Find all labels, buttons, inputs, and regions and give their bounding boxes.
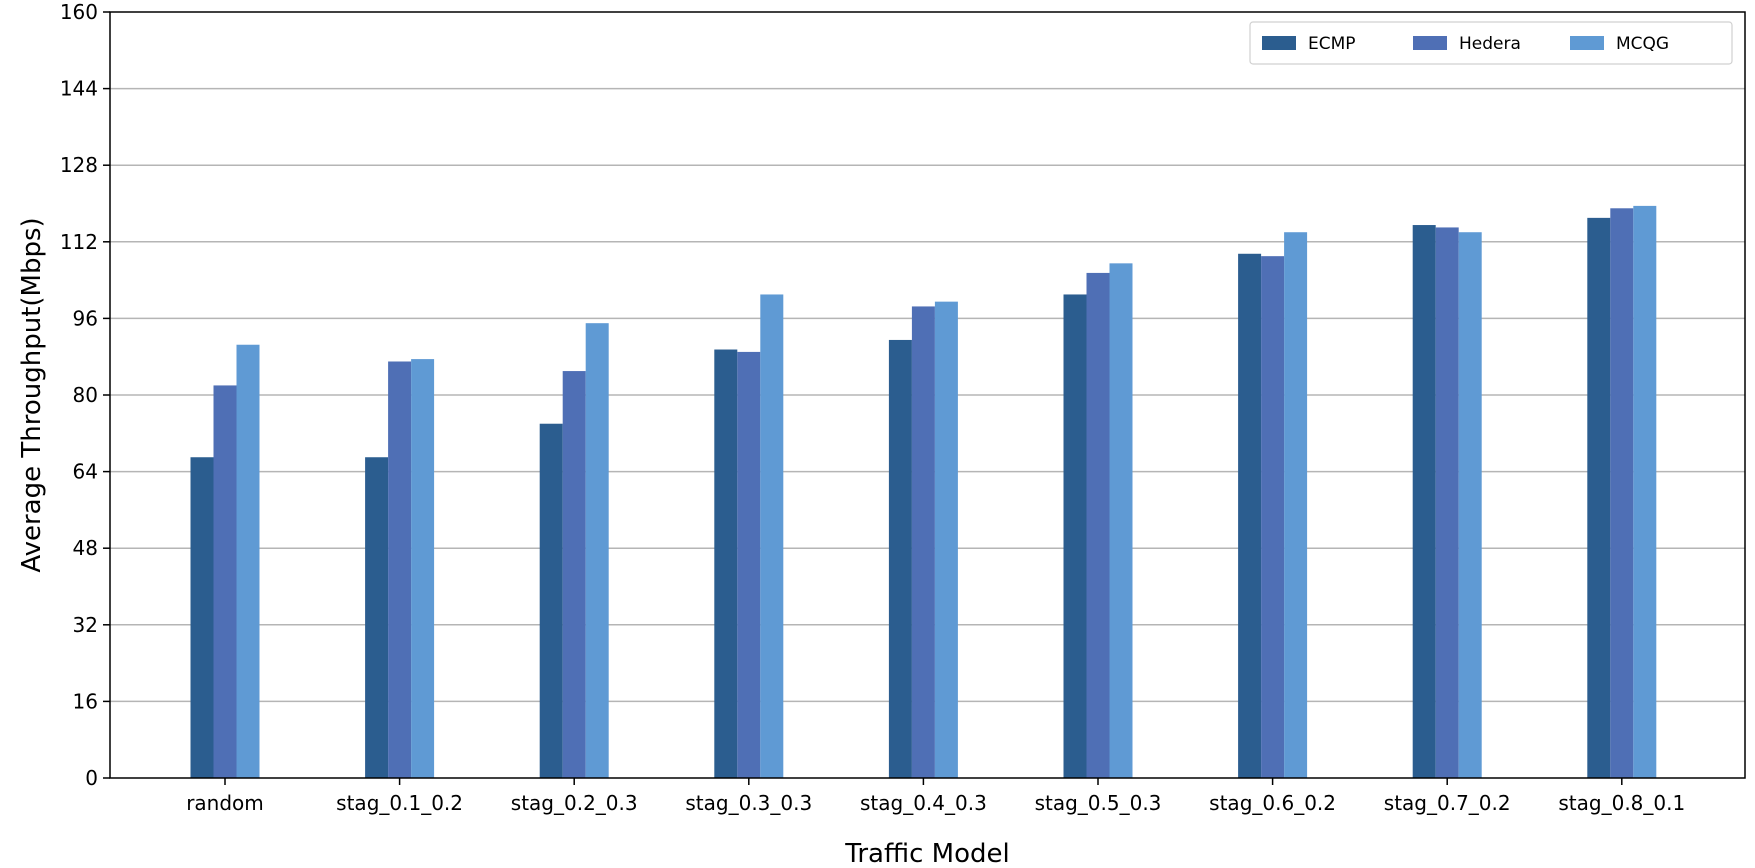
bar-ecmp-stag_0.4_0.3	[888, 339, 912, 778]
bar-hedera-stag_0.2_0.3	[562, 371, 586, 778]
x-tick-label: stag_0.8_0.1	[1558, 791, 1685, 815]
bar-ecmp-stag_0.1_0.2	[365, 457, 389, 778]
bar-hedera-stag_0.3_0.3	[737, 351, 761, 778]
bar-mcqg-random	[236, 344, 260, 778]
x-axis-title: Traffic Model	[844, 839, 1009, 868]
legend-swatch-hedera	[1413, 36, 1447, 50]
y-axis-ticks: 0 16 32 48 64 80 96 112 128 144 160	[60, 0, 110, 790]
legend-label-ecmp: ECMP	[1308, 34, 1356, 54]
bar-hedera-stag_0.1_0.2	[388, 361, 412, 778]
x-tick-label: stag_0.7_0.2	[1384, 791, 1511, 815]
y-tick-label: 0	[85, 766, 98, 790]
bar-ecmp-stag_0.8_0.1	[1587, 217, 1611, 779]
bar-ecmp-random	[190, 457, 214, 778]
x-tick-label: stag_0.2_0.3	[511, 791, 638, 815]
bar-ecmp-stag_0.6_0.2	[1238, 253, 1262, 779]
y-tick-label: 128	[60, 153, 98, 177]
x-tick-label: stag_0.6_0.2	[1209, 791, 1336, 815]
bar-mcqg-stag_0.4_0.3	[934, 301, 958, 778]
bar-ecmp-stag_0.3_0.3	[714, 349, 738, 778]
bar-ecmp-stag_0.5_0.3	[1063, 294, 1087, 778]
legend-box	[1249, 21, 1733, 65]
y-tick-label: 16	[73, 689, 98, 713]
plot-frame	[109, 11, 1746, 779]
bars	[190, 205, 1657, 779]
y-tick-label: 144	[60, 77, 98, 101]
y-tick-label: 48	[73, 536, 98, 560]
bar-hedera-stag_0.6_0.2	[1261, 256, 1285, 779]
x-tick-label: stag_0.3_0.3	[685, 791, 812, 815]
bar-hedera-stag_0.4_0.3	[911, 306, 935, 778]
y-tick-label: 96	[73, 306, 98, 330]
legend-swatch-mcqg	[1570, 36, 1604, 50]
y-tick-label: 80	[73, 383, 98, 407]
bar-mcqg-stag_0.2_0.3	[585, 323, 609, 778]
y-tick-label: 32	[73, 613, 98, 637]
bar-mcqg-stag_0.7_0.2	[1458, 232, 1482, 779]
bar-hedera-stag_0.5_0.3	[1086, 272, 1110, 778]
legend-label-mcqg: MCQG	[1616, 34, 1669, 54]
bar-hedera-stag_0.8_0.1	[1610, 208, 1634, 779]
legend-label-hedera: Hedera	[1459, 34, 1521, 54]
bar-mcqg-stag_0.1_0.2	[411, 359, 435, 778]
y-tick-label: 64	[73, 460, 98, 484]
y-tick-label: 160	[60, 0, 98, 24]
x-tick-label: stag_0.1_0.2	[336, 791, 463, 815]
legend: ECMP Hedera MCQG	[1249, 21, 1733, 65]
y-tick-label: 112	[60, 230, 98, 254]
bar-hedera-random	[213, 385, 237, 778]
bar-mcqg-stag_0.3_0.3	[760, 294, 784, 778]
y-axis-title: Average Throughput(Mbps)	[17, 217, 47, 572]
x-tick-label: random	[186, 791, 264, 815]
bar-mcqg-stag_0.8_0.1	[1633, 205, 1657, 779]
x-tick-label: stag_0.5_0.3	[1035, 791, 1162, 815]
bar-hedera-stag_0.7_0.2	[1435, 227, 1459, 778]
x-axis-ticks: random stag_0.1_0.2 stag_0.2_0.3 stag_0.3_0…	[186, 778, 1685, 815]
x-tick-label: stag_0.4_0.3	[860, 791, 987, 815]
bar-mcqg-stag_0.6_0.2	[1284, 232, 1308, 779]
legend-swatch-ecmp	[1262, 36, 1296, 50]
bar-ecmp-stag_0.7_0.2	[1412, 225, 1436, 778]
bar-mcqg-stag_0.5_0.3	[1109, 263, 1133, 778]
bar-ecmp-stag_0.2_0.3	[539, 423, 563, 778]
